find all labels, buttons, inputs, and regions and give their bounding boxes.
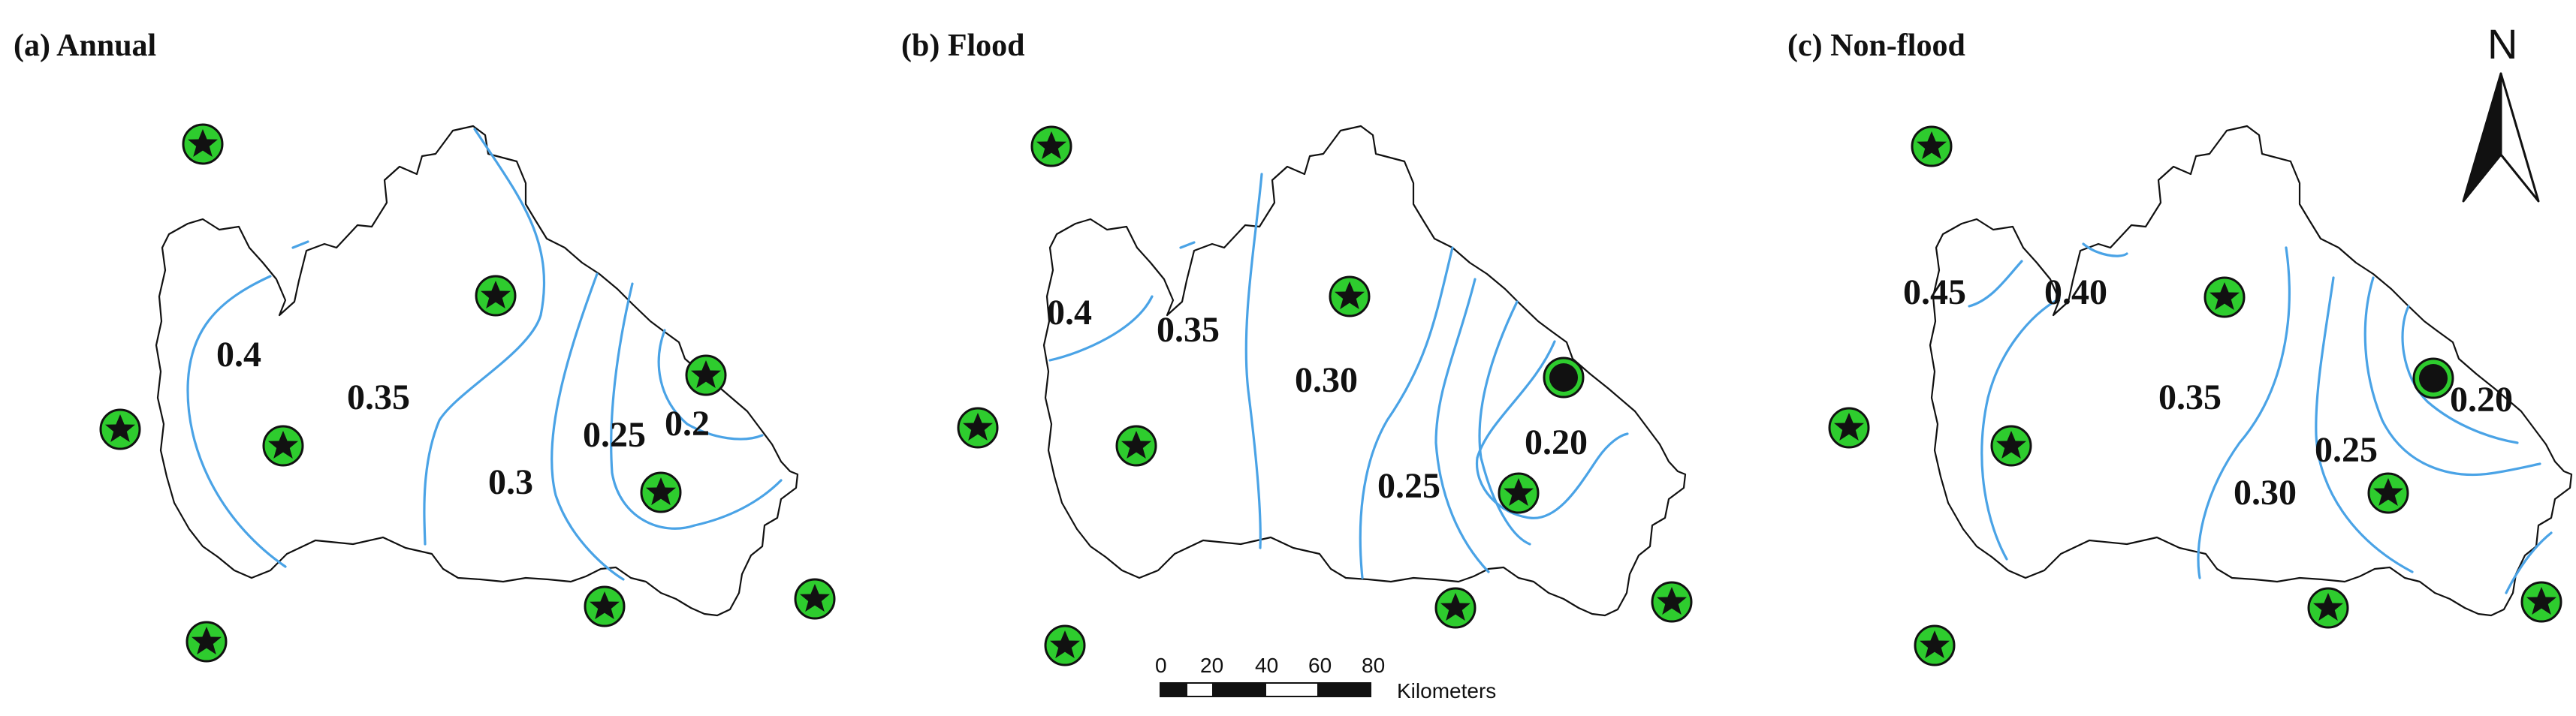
isoline-label: 0.35 xyxy=(347,378,410,417)
isoline xyxy=(2082,242,2128,257)
station-icon xyxy=(186,621,228,663)
station-icon xyxy=(182,123,224,165)
panel-title: (a) Annual xyxy=(14,29,156,63)
isoline xyxy=(2505,531,2553,594)
station-icon xyxy=(475,275,517,317)
scale-segment xyxy=(1160,682,1187,697)
station-icon xyxy=(1828,407,1870,449)
isoline xyxy=(1434,278,1490,573)
isoline xyxy=(423,128,545,546)
scale-unit-label: Kilometers xyxy=(1397,679,1496,702)
isoline xyxy=(291,240,309,249)
isoline xyxy=(657,329,764,441)
station-icon xyxy=(1543,356,1585,399)
scale-segment xyxy=(1212,682,1266,697)
isoline-label: 0.30 xyxy=(1295,360,1358,400)
station-icon xyxy=(1115,425,1157,467)
station-icon xyxy=(2412,357,2454,399)
isoline xyxy=(1048,295,1154,362)
isoline xyxy=(610,282,783,530)
scale-tick-label: 80 xyxy=(1362,654,1385,677)
scale-tick-label: 60 xyxy=(1308,654,1332,677)
panel-title: (c) Non-flood xyxy=(1787,29,1965,63)
north-label: N xyxy=(2487,20,2517,68)
isoline-label: 0.25 xyxy=(583,415,646,455)
isoline-label: 0.20 xyxy=(2450,380,2513,420)
station-icon xyxy=(1914,624,1956,666)
isoline xyxy=(2363,276,2541,477)
station-icon xyxy=(1044,624,1086,666)
station-icon xyxy=(2520,581,2562,623)
isoline xyxy=(2401,305,2519,444)
isoline-label: 0.4 xyxy=(1047,293,1092,332)
north-arrow: N xyxy=(2462,20,2540,203)
scale-tick-label: 40 xyxy=(1255,654,1278,677)
scale-tick-label: 0 xyxy=(1155,654,1167,677)
north-arrow-icon xyxy=(2462,72,2540,203)
scale-segment xyxy=(1186,682,1214,697)
basin-outline xyxy=(1042,125,1687,617)
station-icon xyxy=(1030,125,1072,167)
isoline xyxy=(186,275,287,568)
isoline-label: 0.35 xyxy=(2158,378,2222,417)
scale-segment xyxy=(1265,682,1319,697)
isoline xyxy=(1475,340,1629,519)
station-icon xyxy=(99,408,141,450)
station-icon xyxy=(2367,472,2409,514)
isoline xyxy=(1244,173,1263,549)
isoline xyxy=(1179,241,1196,249)
isoline-label: 0.20 xyxy=(1525,423,1588,462)
panel-title: (b) Flood xyxy=(901,29,1025,63)
scale-tick-label: 20 xyxy=(1200,654,1223,677)
station-icon xyxy=(1329,275,1371,317)
isoline-label: 0.4 xyxy=(216,335,261,375)
isoline xyxy=(2315,276,2414,573)
isoline xyxy=(1980,297,2061,561)
isoline-label: 0.3 xyxy=(488,462,533,502)
station-icon xyxy=(1434,587,1477,629)
isoline-label: 0.35 xyxy=(1157,310,1220,350)
panel-non-flood: (c) Non-flood 0.45 0.40 0.35 0.30 0.25 0… xyxy=(1787,29,2573,666)
isoline-label: 0.2 xyxy=(665,404,710,444)
basin-outline xyxy=(1929,125,2573,617)
station-icon xyxy=(794,578,836,620)
isoline-label: 0.25 xyxy=(1377,466,1440,506)
isoline xyxy=(1478,300,1531,546)
station-icon xyxy=(262,425,304,467)
scale-bar: 0 20 40 60 80 Kilometers xyxy=(1155,654,1496,702)
scale-segment xyxy=(1317,682,1371,697)
station-icon xyxy=(685,354,727,396)
isoline xyxy=(1968,260,2023,308)
station-icon xyxy=(640,471,682,513)
station-icon xyxy=(2307,587,2349,629)
isoline-label: 0.45 xyxy=(1903,272,1966,312)
isoline-label: 0.40 xyxy=(2044,272,2107,312)
isoline-label: 0.30 xyxy=(2234,473,2297,513)
station-icon xyxy=(584,585,626,627)
station-icon xyxy=(1651,581,1693,623)
panel-annual: (a) Annual 0.4 0.35 0.3 0.25 0.2 xyxy=(14,29,836,663)
isoline xyxy=(1359,246,1454,579)
station-icon xyxy=(1498,472,1540,514)
isoline-label: 0.25 xyxy=(2315,430,2378,470)
panel-flood: (b) Flood 0.4 0.35 0.30 0.25 0.20 xyxy=(901,29,1693,666)
station-icon xyxy=(1990,425,2032,467)
station-icon xyxy=(1911,125,1953,167)
station-icon xyxy=(2203,276,2246,318)
station-icon xyxy=(957,407,999,449)
isoline xyxy=(2197,246,2291,579)
isoline xyxy=(550,272,625,581)
